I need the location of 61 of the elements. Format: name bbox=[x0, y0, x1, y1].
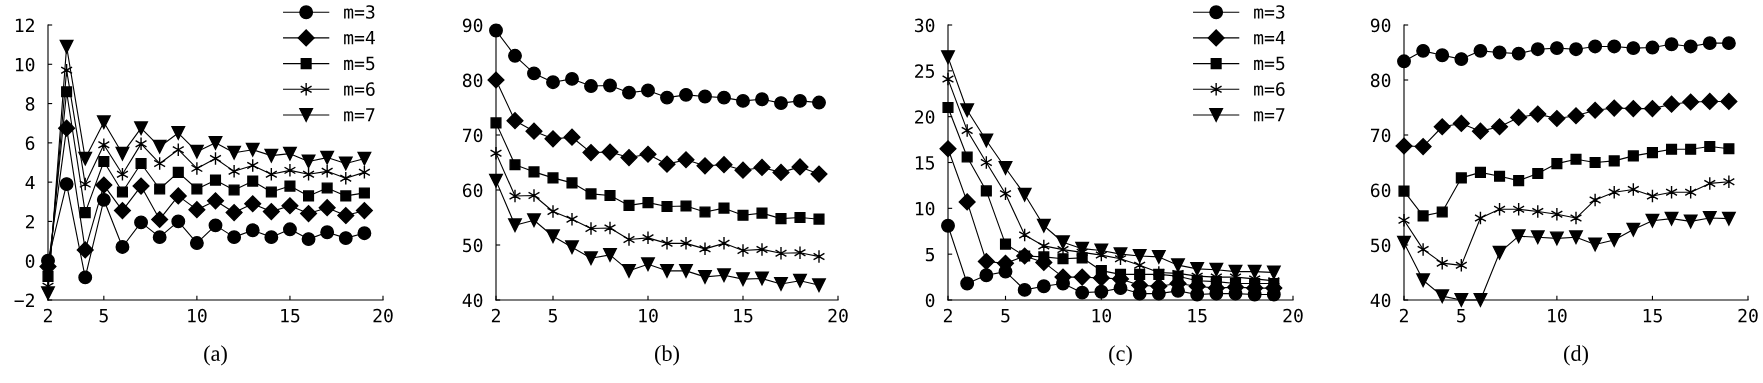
legend-label: m=4 bbox=[344, 31, 375, 45]
x-tick-label: 10 bbox=[1548, 308, 1567, 323]
y-tick-label: 60 bbox=[1370, 183, 1391, 198]
y-tick-label: 40 bbox=[462, 293, 483, 308]
y-tick-label: 70 bbox=[462, 128, 483, 143]
legend-label: m=3 bbox=[344, 5, 375, 19]
y-tick-label: 25 bbox=[915, 64, 935, 78]
legend-label: m=3 bbox=[1254, 5, 1285, 19]
x-tick-label: 15 bbox=[1188, 308, 1207, 323]
x-tick-label: 20 bbox=[828, 308, 848, 323]
x-tick-label: 15 bbox=[281, 308, 300, 323]
x-tick-label: 2 bbox=[491, 308, 500, 323]
y-tick-label: 50 bbox=[1371, 238, 1391, 253]
y-tick-label: 90 bbox=[1370, 18, 1391, 33]
x-tick-label: 20 bbox=[373, 308, 393, 323]
x-tick-label: 5 bbox=[548, 308, 557, 323]
y-tick-label: 6 bbox=[25, 136, 35, 151]
y-tick-label: 0 bbox=[25, 254, 35, 268]
y-tick-label: 90 bbox=[462, 18, 483, 33]
x-tick-label: 20 bbox=[1738, 308, 1758, 323]
y-tick-label: 80 bbox=[462, 73, 483, 88]
y-tick-label: 80 bbox=[1370, 73, 1391, 88]
legend-label: m=5 bbox=[1254, 56, 1285, 71]
x-tick-label: 5 bbox=[1001, 308, 1010, 323]
x-axis-title: (c) bbox=[1109, 345, 1132, 366]
y-tick-label: 2 bbox=[25, 214, 34, 229]
x-tick-label: 2 bbox=[1399, 308, 1408, 323]
x-tick-label: 5 bbox=[99, 308, 108, 323]
y-tick-label: 20 bbox=[915, 110, 935, 124]
y-tick-label: 4 bbox=[25, 175, 35, 190]
y-tick-label: 5 bbox=[925, 247, 935, 262]
legend-label: m=7 bbox=[344, 108, 375, 122]
y-tick-label: 10 bbox=[15, 57, 35, 72]
legend-label: m=4 bbox=[1254, 31, 1285, 45]
y-tick-label: 8 bbox=[25, 97, 35, 111]
y-tick-label: 10 bbox=[915, 201, 935, 216]
legend-label: m=5 bbox=[344, 56, 375, 71]
x-axis-title: (a) bbox=[204, 345, 227, 366]
y-tick-label: 15 bbox=[915, 156, 935, 170]
x-tick-label: 15 bbox=[734, 308, 753, 323]
legend-label: m=7 bbox=[1254, 108, 1285, 122]
legend-label: m=6 bbox=[344, 82, 375, 96]
x-tick-label: 2 bbox=[43, 308, 52, 323]
x-tick-label: 2 bbox=[943, 308, 952, 323]
y-tick-label: 50 bbox=[463, 238, 483, 253]
x-tick-label: 10 bbox=[639, 308, 658, 323]
x-tick-label: 10 bbox=[188, 308, 207, 323]
y-tick-label: 40 bbox=[1370, 293, 1391, 308]
legend-label: m=6 bbox=[1254, 82, 1285, 96]
x-tick-label: 15 bbox=[1643, 308, 1662, 323]
x-tick-label: 10 bbox=[1092, 308, 1112, 323]
x-axis-title: (d) bbox=[1564, 345, 1588, 366]
x-tick-label: 5 bbox=[1457, 308, 1466, 323]
y-tick-label: 60 bbox=[462, 183, 483, 198]
y-tick-label: −2 bbox=[14, 293, 34, 307]
y-tick-label: 12 bbox=[15, 18, 34, 32]
x-tick-label: 20 bbox=[1283, 308, 1303, 323]
y-tick-label: 30 bbox=[914, 18, 935, 33]
y-tick-label: 70 bbox=[1370, 128, 1391, 143]
x-axis-title: (b) bbox=[655, 345, 679, 366]
y-tick-label: 0 bbox=[925, 293, 935, 308]
